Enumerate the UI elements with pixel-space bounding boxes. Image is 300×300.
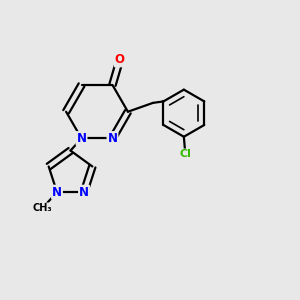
Text: N: N — [76, 132, 86, 145]
Text: Cl: Cl — [179, 149, 191, 159]
Text: CH₃: CH₃ — [32, 203, 52, 213]
Text: N: N — [52, 186, 62, 199]
Text: N: N — [107, 132, 118, 145]
Text: O: O — [115, 53, 125, 66]
Text: N: N — [79, 186, 89, 199]
